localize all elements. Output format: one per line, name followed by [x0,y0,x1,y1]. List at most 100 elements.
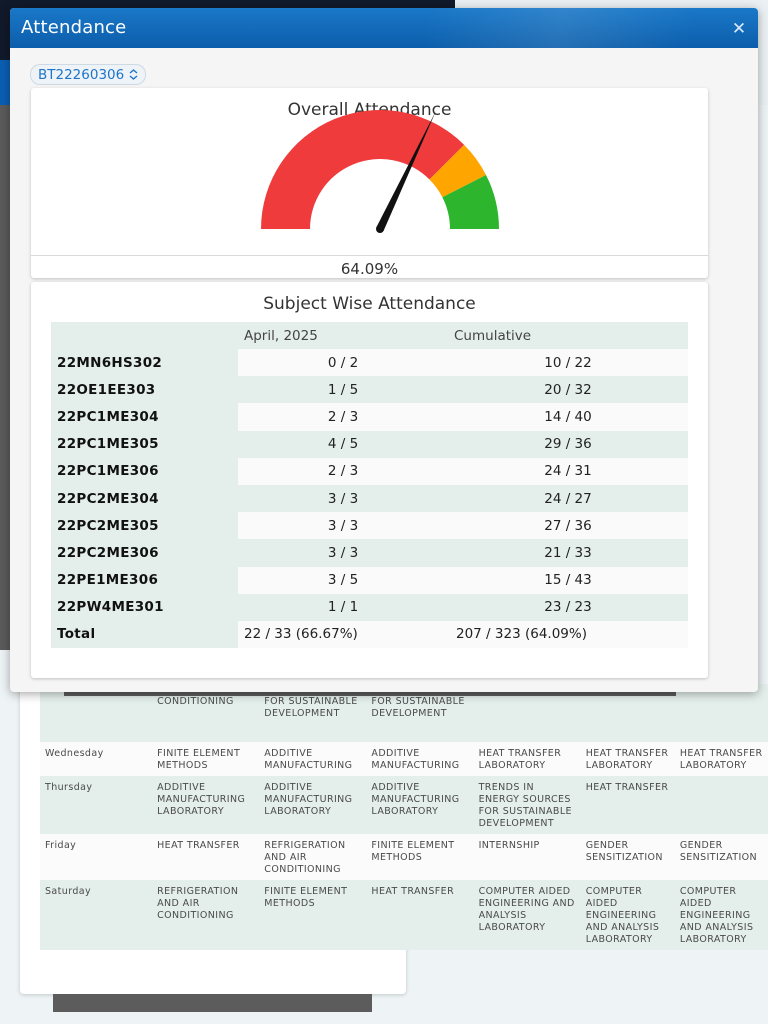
table-row: 22PC1ME306 2 / 3 24 / 31 [51,457,688,485]
timetable-row: Thursday ADDITIVE MANUFACTURING LABORATOR… [40,776,768,834]
student-id-value: BT22260306 [38,66,125,83]
cumulative-attendance: 20 / 32 [448,376,688,404]
cumulative-attendance: 23 / 23 [448,593,688,621]
subject-code: 22PC1ME304 [51,403,238,431]
subject-code: 22PC2ME305 [51,512,238,540]
cumulative-attendance: 14 / 40 [448,403,688,431]
cumulative-attendance: 15 / 43 [448,566,688,594]
overall-attendance-card: Overall Attendance 64.09% [31,88,708,278]
timetable-row: Saturday REFRIGERATION AND AIR CONDITIONI… [40,880,768,950]
timetable-cell: ADDITIVE MANUFACTURING LABORATORY [153,776,261,834]
student-id-select[interactable]: BT22260306 [30,64,147,85]
table-row: 22PC2ME305 3 / 3 27 / 36 [51,512,688,540]
gauge-needle [376,110,437,231]
timetable-cell: ADDITIVE MANUFACTURING LABORATORY [367,776,475,834]
timetable-day: Thursday [40,776,154,834]
subject-wise-attendance-card: Subject Wise Attendance April, 2025 Cumu… [31,282,708,678]
subject-code: 22MN6HS302 [51,349,238,377]
timetable-cell: GENDER SENSITIZATION [581,834,676,880]
attendance-modal: Attendance ✕ BT22260306 Overall Attendan… [10,8,758,692]
timetable-cell: HEAT TRANSFER LABORATORY [675,742,768,776]
background-overlay-bar [53,994,372,1012]
table-row: 22PC2ME306 3 / 3 21 / 33 [51,539,688,567]
subject-code: 22PC1ME305 [51,430,238,458]
timetable-day: Friday [40,834,154,880]
timetable-cell [675,776,768,834]
total-label: Total [51,620,238,649]
attendance-gauge [261,109,499,233]
month-attendance: 3 / 3 [238,484,448,513]
timetable: AND AIR CONDITIONINGENERGY SOURCES FOR S… [40,684,768,950]
gauge-needle-hub [376,225,384,233]
table-row: 22PW4ME301 1 / 1 23 / 23 [51,593,688,621]
timetable-cell: HEAT TRANSFER [153,834,261,880]
timetable-cell: HEAT TRANSFER LABORATORY [474,742,582,776]
subject-code: 22PC2ME306 [51,539,238,567]
total-month: 22 / 33 (66.67%) [238,620,448,649]
timetable-cell: COMPUTER AIDED ENGINEERING AND ANALYSIS … [581,880,676,950]
column-header-subject [51,322,238,349]
timetable-row: Wednesday FINITE ELEMENT METHODS ADDITIVE … [40,742,768,776]
month-attendance: 3 / 5 [238,566,448,594]
table-row: 22MN6HS302 0 / 2 10 / 22 [51,349,688,377]
subject-code: 22PW4ME301 [51,593,238,621]
timetable-cell: FINITE ELEMENT METHODS [367,834,475,880]
month-attendance: 2 / 3 [238,457,448,485]
subject-code: 22OE1EE303 [51,376,238,404]
cumulative-attendance: 10 / 22 [448,349,688,377]
timetable-row: Friday HEAT TRANSFER REFRIGERATION AND AIR… [40,834,768,880]
timetable-cell: COMPUTER AIDED ENGINEERING AND ANALYSIS … [474,880,582,950]
close-icon[interactable]: ✕ [731,19,747,38]
cumulative-attendance: 21 / 33 [448,539,688,567]
table-header-row: April, 2025 Cumulative [51,322,688,349]
timetable-cell: GENDER SENSITIZATION [675,834,768,880]
chevron-up-down-icon [129,69,138,80]
month-attendance: 3 / 3 [238,512,448,540]
total-row: Total 22 / 33 (66.67%) 207 / 323 (64.09%) [51,620,688,649]
overall-attendance-value: 64.09% [340,260,399,278]
timetable-cell: ADDITIVE MANUFACTURING [367,742,475,776]
timetable-cell: HEAT TRANSFER [367,880,475,950]
month-attendance: 2 / 3 [238,403,448,431]
column-header-month: April, 2025 [238,322,448,349]
modal-header: Attendance ✕ [10,8,758,48]
timetable-cell: INTERNSHIP [474,834,582,880]
subject-code: 22PC2ME304 [51,484,238,513]
table-row: 22PC1ME304 2 / 3 14 / 40 [51,403,688,431]
month-attendance: 4 / 5 [238,430,448,458]
modal-title: Attendance [21,17,127,38]
timetable-cell: ADDITIVE MANUFACTURING LABORATORY [260,776,368,834]
subject-attendance-table: April, 2025 Cumulative 22MN6HS302 0 / 2 10… [51,322,688,649]
month-attendance: 1 / 5 [238,376,448,404]
cumulative-attendance: 27 / 36 [448,512,688,540]
timetable-cell: HEAT TRANSFER LABORATORY [581,742,676,776]
timetable-cell: TRENDS IN ENERGY SOURCES FOR SUSTAINABLE… [474,776,582,834]
month-attendance: 0 / 2 [238,349,448,377]
table-row: 22PC1ME305 4 / 5 29 / 36 [51,430,688,458]
timetable-day: Wednesday [40,742,154,776]
total-cumulative: 207 / 323 (64.09%) [448,620,688,649]
timetable-cell [675,684,768,742]
subject-code: 22PE1ME306 [51,566,238,594]
table-row: 22PE1ME306 3 / 5 15 / 43 [51,566,688,594]
month-attendance: 3 / 3 [238,539,448,567]
timetable-day: Saturday [40,880,154,950]
timetable-cell: ADDITIVE MANUFACTURING [260,742,368,776]
timetable-cell: REFRIGERATION AND AIR CONDITIONING [153,880,261,950]
subject-wise-title: Subject Wise Attendance [263,294,476,314]
timetable-cell: REFRIGERATION AND AIR CONDITIONING [260,834,368,880]
divider [31,255,708,256]
gauge-segment [442,174,499,229]
timetable-cell: HEAT TRANSFER [581,776,676,834]
cumulative-attendance: 24 / 27 [448,484,688,513]
gauge-segment [261,109,465,229]
timetable-cell: FINITE ELEMENT METHODS [260,880,368,950]
table-row: 22OE1EE303 1 / 5 20 / 32 [51,376,688,404]
column-header-cumulative: Cumulative [448,322,688,349]
subject-code: 22PC1ME306 [51,457,238,485]
table-row: 22PC2ME304 3 / 3 24 / 27 [51,484,688,513]
month-attendance: 1 / 1 [238,593,448,621]
timetable-cell: FINITE ELEMENT METHODS [153,742,261,776]
gauge-segment [429,144,487,198]
cumulative-attendance: 29 / 36 [448,430,688,458]
